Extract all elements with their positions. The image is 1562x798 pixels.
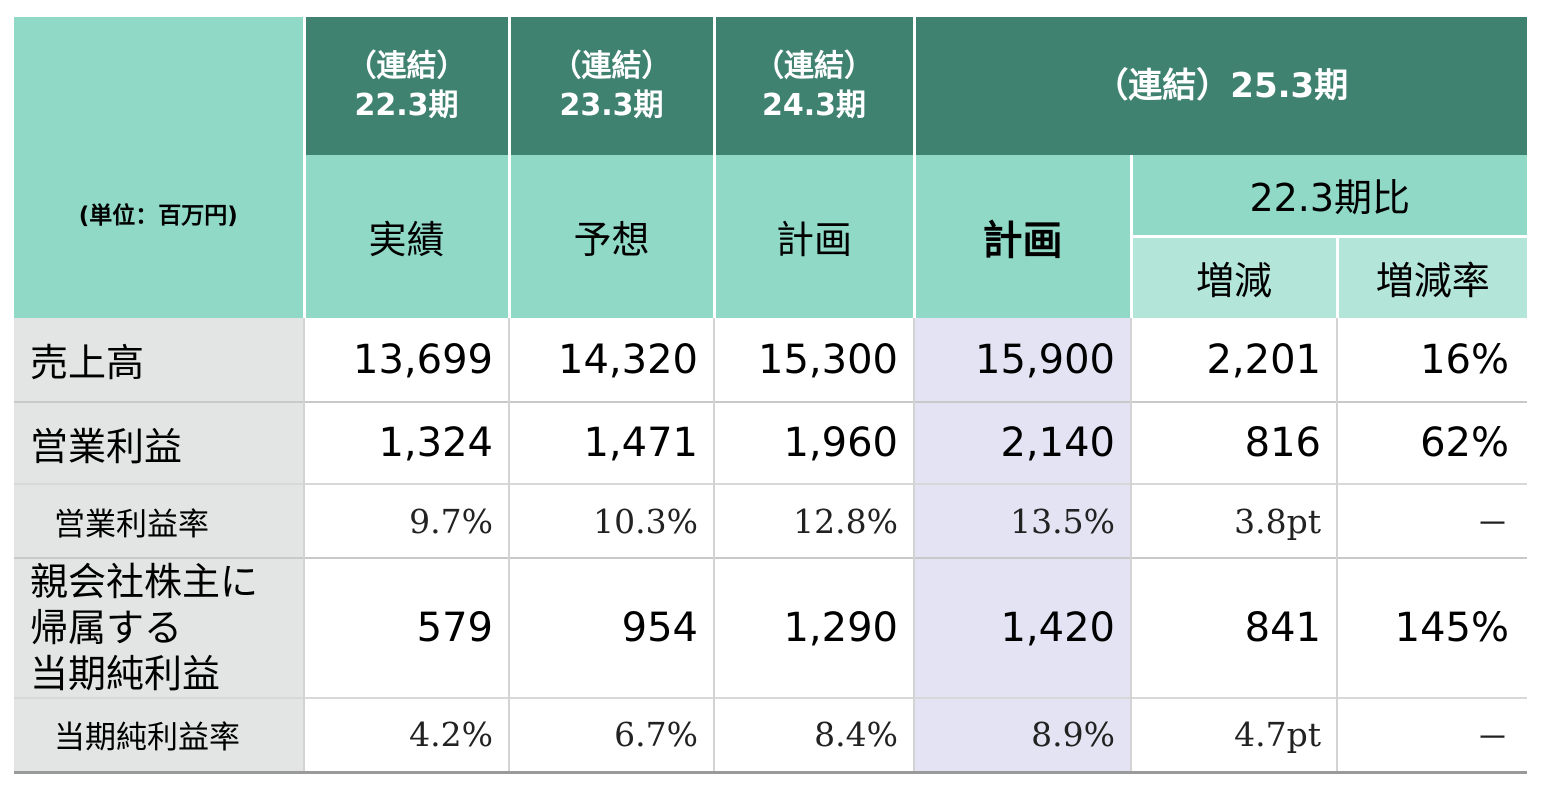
change-header: 増減 <box>1129 234 1337 318</box>
plan-value-cell: 8.9% <box>913 697 1131 774</box>
period-label: 23.3期 <box>559 88 664 123</box>
change-rate-header: 増減率 <box>1335 234 1528 318</box>
unit-label: (単位：百万円) <box>14 17 304 318</box>
period-header-24-3: （連結） 24.3期 <box>712 17 914 155</box>
period-header-23-3: （連結） 23.3期 <box>507 17 714 155</box>
type-label: 実績 <box>368 218 445 262</box>
period-consolidated-label: （連結） <box>346 49 467 84</box>
value-cell: 4.2% <box>303 697 509 774</box>
period-label: 22.3期 <box>354 88 459 123</box>
change-rate-header-text: 増減率 <box>1375 259 1490 304</box>
table-row: 親会社株主に 帰属する 当期純利益 579 954 1,290 1,420 84… <box>14 557 1528 698</box>
change-rate-cell: － <box>1335 483 1528 558</box>
change-rate-cell: 16% <box>1335 318 1528 402</box>
row-label: 当期純利益率 <box>14 697 304 774</box>
value-cell: 14,320 <box>508 318 714 402</box>
comparison-header: 22.3期比 <box>1129 155 1528 236</box>
change-cell: 3.8pt <box>1130 483 1337 558</box>
value-cell: 1,324 <box>303 401 509 484</box>
plan-value-cell: 13.5% <box>913 483 1131 558</box>
change-rate-cell: － <box>1335 697 1528 774</box>
type-label: 予想 <box>573 218 650 262</box>
table-row: 売上高 13,699 14,320 15,300 15,900 2,201 16… <box>14 318 1528 402</box>
unit-label-text: (単位：百万円) <box>78 202 238 229</box>
change-rate-cell: 62% <box>1335 401 1528 484</box>
change-header-text: 増減 <box>1195 259 1272 304</box>
plan-value-cell: 15,900 <box>913 318 1131 402</box>
value-cell: 10.3% <box>508 483 714 558</box>
period-consolidated-label: （連結） <box>551 49 672 84</box>
change-cell: 816 <box>1130 401 1337 484</box>
value-cell: 9.7% <box>303 483 509 558</box>
period-header-25-3: （連結）25.3期 <box>912 17 1528 155</box>
value-cell: 6.7% <box>508 697 714 774</box>
row-label-line: 当期純利益 <box>30 652 221 696</box>
row-label: 営業利益 <box>14 401 304 484</box>
period-consolidated-label: （連結） <box>754 49 874 84</box>
value-cell: 1,471 <box>508 401 714 484</box>
value-cell: 954 <box>508 557 714 698</box>
row-label: 営業利益率 <box>14 483 304 558</box>
value-cell: 1,290 <box>713 557 914 698</box>
type-header-25-3: 計画 <box>912 155 1131 318</box>
table-row: 当期純利益率 4.2% 6.7% 8.4% 8.9% 4.7pt － <box>14 697 1528 774</box>
row-label: 売上高 <box>14 318 304 402</box>
value-cell: 15,300 <box>713 318 914 402</box>
plan-value-cell: 2,140 <box>913 401 1131 484</box>
change-cell: 841 <box>1130 557 1337 698</box>
row-label-line: 親会社株主に <box>30 560 259 604</box>
type-label: 計画 <box>982 217 1063 264</box>
value-cell: 13,699 <box>303 318 509 402</box>
comparison-header-text: 22.3期比 <box>1249 176 1411 221</box>
value-cell: 8.4% <box>713 697 914 774</box>
period-header-22-3: （連結） 22.3期 <box>302 17 509 155</box>
type-header-22-3: 実績 <box>302 155 509 318</box>
change-rate-cell: 145% <box>1335 557 1528 698</box>
value-cell: 1,960 <box>713 401 914 484</box>
row-label-line: 帰属する <box>30 606 183 650</box>
plan-value-cell: 1,420 <box>913 557 1131 698</box>
change-cell: 2,201 <box>1130 318 1337 402</box>
type-label: 計画 <box>775 218 852 262</box>
table-row: 営業利益 1,324 1,471 1,960 2,140 816 62% <box>14 401 1528 484</box>
change-cell: 4.7pt <box>1130 697 1337 774</box>
financial-forecast-table: (単位：百万円) （連結） 22.3期 （連結） 23.3期 （連結） 24.3… <box>14 17 1528 774</box>
period-label: 24.3期 <box>761 88 867 123</box>
row-label: 親会社株主に 帰属する 当期純利益 <box>14 557 304 698</box>
value-cell: 579 <box>303 557 509 698</box>
current-period-title: （連結）25.3期 <box>1094 65 1349 106</box>
value-cell: 12.8% <box>713 483 914 558</box>
type-header-24-3: 計画 <box>712 155 914 318</box>
type-header-23-3: 予想 <box>507 155 714 318</box>
table-row: 営業利益率 9.7% 10.3% 12.8% 13.5% 3.8pt － <box>14 483 1528 558</box>
